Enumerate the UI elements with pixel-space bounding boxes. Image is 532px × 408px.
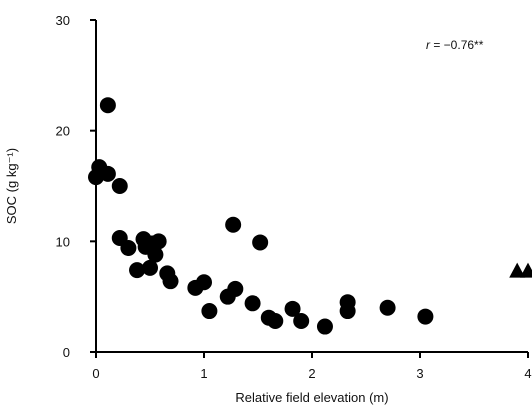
circle-marker bbox=[129, 262, 146, 279]
r-value: = −0.76** bbox=[430, 38, 484, 52]
x-tick-label: 4 bbox=[524, 366, 531, 381]
circle-marker bbox=[147, 246, 164, 263]
plot-frame bbox=[95, 20, 528, 353]
circle-marker bbox=[150, 233, 167, 250]
circle-marker bbox=[99, 97, 116, 114]
circle-marker bbox=[201, 303, 218, 320]
circle-marker bbox=[120, 239, 137, 256]
x-tick-label: 2 bbox=[308, 366, 315, 381]
y-tick-label: 20 bbox=[56, 124, 70, 139]
correlation-annotation: r = −0.76** bbox=[426, 38, 484, 52]
x-tick-label: 0 bbox=[92, 366, 99, 381]
y-axis-title: SOC (g kg⁻¹) bbox=[4, 148, 19, 224]
x-tick-label: 3 bbox=[416, 366, 423, 381]
axis-ticks: 0 1 2 3 4 0 10 20 30 bbox=[56, 13, 532, 381]
circle-marker bbox=[284, 300, 301, 317]
circle-marker bbox=[196, 274, 212, 291]
y-tick-label: 0 bbox=[63, 345, 70, 360]
circle-marker bbox=[267, 313, 284, 330]
y-tick-label: 30 bbox=[56, 13, 70, 28]
y-tick-label: 10 bbox=[56, 234, 70, 249]
triangle-marker bbox=[520, 262, 532, 278]
circle-marker bbox=[417, 308, 434, 325]
circle-marker bbox=[316, 318, 333, 335]
x-axis-title: Relative field elevation (m) bbox=[235, 390, 388, 405]
triangle-marker bbox=[509, 262, 526, 278]
x-tick-label: 1 bbox=[200, 366, 207, 381]
circle-marker bbox=[379, 299, 396, 316]
circle-marker bbox=[227, 280, 244, 297]
r-symbol: r bbox=[426, 38, 431, 52]
data-points bbox=[88, 97, 532, 335]
circle-marker bbox=[339, 303, 356, 320]
circle-marker bbox=[252, 234, 269, 251]
circle-marker bbox=[111, 178, 128, 194]
circle-marker bbox=[142, 259, 158, 276]
circle-marker bbox=[244, 295, 261, 312]
circle-marker bbox=[293, 313, 310, 330]
circle-marker bbox=[225, 216, 242, 233]
circle-marker bbox=[99, 165, 116, 182]
circle-marker bbox=[162, 273, 179, 290]
